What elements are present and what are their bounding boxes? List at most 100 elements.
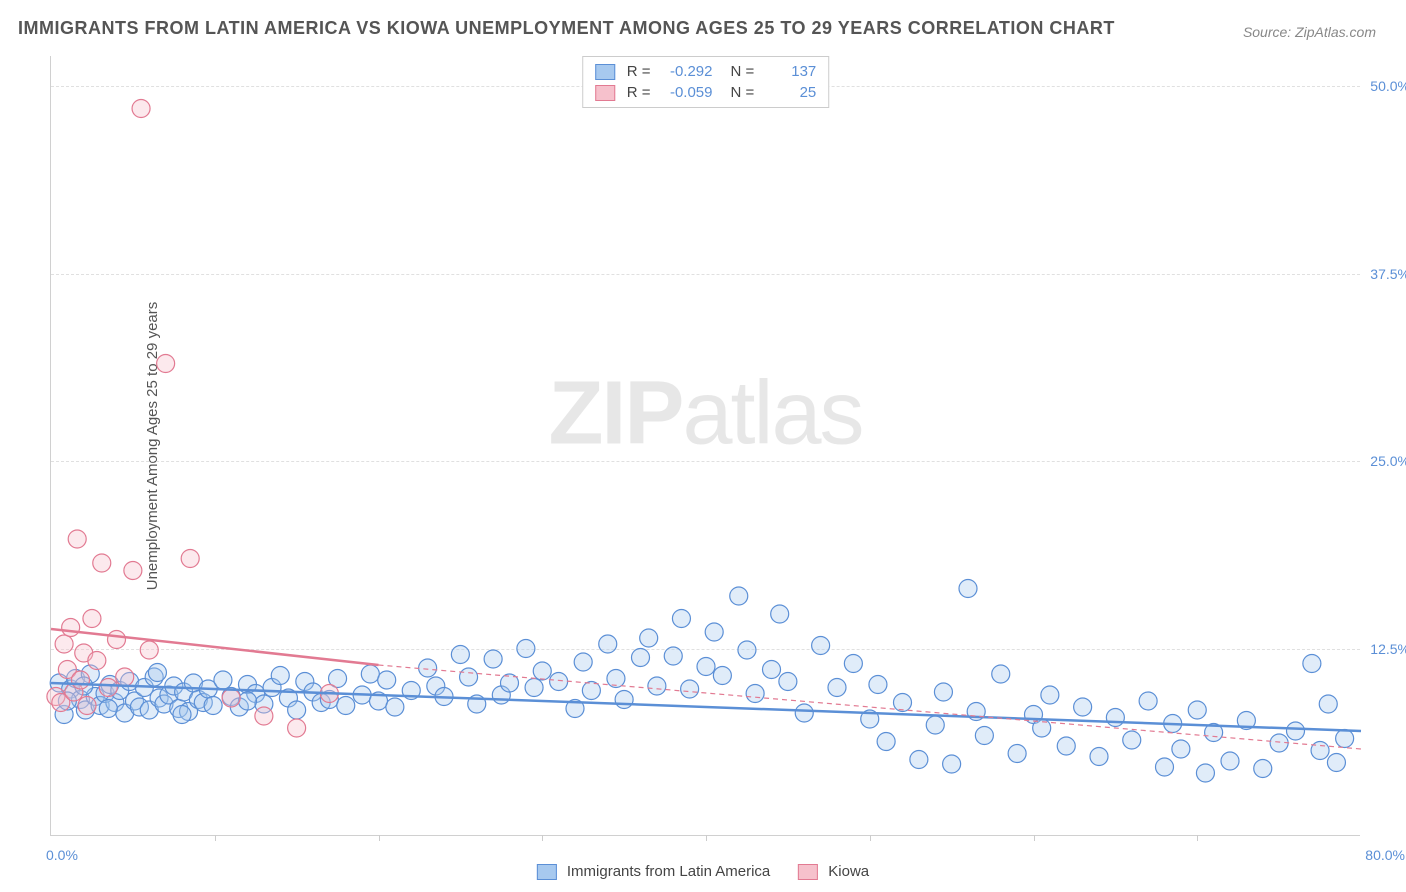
- scatter-point: [68, 530, 86, 548]
- scatter-point: [157, 355, 175, 373]
- n-value: 25: [762, 84, 816, 101]
- scatter-point: [378, 671, 396, 689]
- scatter-point: [1057, 737, 1075, 755]
- scatter-point: [681, 680, 699, 698]
- scatter-point: [648, 677, 666, 695]
- scatter-point: [779, 673, 797, 691]
- scatter-svg: [51, 56, 1360, 835]
- legend-swatch: [798, 864, 818, 880]
- scatter-point: [959, 580, 977, 598]
- scatter-point: [1123, 731, 1141, 749]
- scatter-point: [1311, 742, 1329, 760]
- correlation-legend: R = -0.292 N = 137 R = -0.059 N = 25: [582, 56, 830, 108]
- scatter-point: [460, 668, 478, 686]
- scatter-point: [738, 641, 756, 659]
- x-axis-end-label: 80.0%: [1365, 847, 1405, 863]
- scatter-point: [533, 662, 551, 680]
- legend-label: Kiowa: [828, 863, 869, 880]
- scatter-point: [1254, 760, 1272, 778]
- scatter-point: [705, 623, 723, 641]
- scatter-point: [844, 655, 862, 673]
- scatter-point: [1336, 730, 1354, 748]
- scatter-point: [1090, 748, 1108, 766]
- scatter-point: [869, 676, 887, 694]
- scatter-point: [337, 697, 355, 715]
- scatter-point: [975, 727, 993, 745]
- scatter-point: [222, 689, 240, 707]
- scatter-point: [288, 719, 306, 737]
- scatter-point: [992, 665, 1010, 683]
- scatter-point: [1041, 686, 1059, 704]
- scatter-point: [1196, 764, 1214, 782]
- scatter-point: [713, 667, 731, 685]
- scatter-point: [148, 664, 166, 682]
- y-tick-label: 12.5%: [1365, 641, 1406, 657]
- scatter-point: [99, 679, 117, 697]
- scatter-point: [1008, 745, 1026, 763]
- legend-swatch: [595, 64, 615, 80]
- scatter-point: [173, 706, 191, 724]
- r-label: R =: [627, 84, 651, 101]
- y-tick-label: 37.5%: [1365, 266, 1406, 282]
- r-value: -0.292: [659, 63, 713, 80]
- r-label: R =: [627, 63, 651, 80]
- scatter-point: [672, 610, 690, 628]
- scatter-point: [239, 692, 257, 710]
- scatter-point: [255, 707, 273, 725]
- scatter-point: [664, 647, 682, 665]
- legend-item: Kiowa: [798, 863, 869, 880]
- legend-row: R = -0.292 N = 137: [591, 61, 821, 82]
- scatter-point: [484, 650, 502, 668]
- trend-line-dashed: [379, 665, 1362, 749]
- scatter-point: [1319, 695, 1337, 713]
- scatter-point: [828, 679, 846, 697]
- legend-swatch: [537, 864, 557, 880]
- x-tick-mark: [706, 835, 707, 841]
- x-tick-mark: [215, 835, 216, 841]
- scatter-point: [419, 659, 437, 677]
- x-tick-mark: [1034, 835, 1035, 841]
- scatter-point: [116, 668, 134, 686]
- scatter-point: [271, 667, 289, 685]
- scatter-point: [1156, 758, 1174, 776]
- scatter-point: [71, 671, 89, 689]
- scatter-point: [697, 658, 715, 676]
- scatter-point: [132, 100, 150, 118]
- n-value: 137: [762, 63, 816, 80]
- scatter-point: [78, 697, 96, 715]
- scatter-point: [934, 683, 952, 701]
- scatter-point: [386, 698, 404, 716]
- n-label: N =: [731, 84, 755, 101]
- scatter-point: [763, 661, 781, 679]
- n-label: N =: [731, 63, 755, 80]
- scatter-point: [795, 704, 813, 722]
- legend-swatch: [595, 85, 615, 101]
- r-value: -0.059: [659, 84, 713, 101]
- scatter-point: [632, 649, 650, 667]
- scatter-point: [1303, 655, 1321, 673]
- scatter-point: [83, 610, 101, 628]
- scatter-point: [550, 673, 568, 691]
- scatter-point: [1106, 709, 1124, 727]
- scatter-point: [1287, 722, 1305, 740]
- scatter-point: [746, 685, 764, 703]
- scatter-point: [574, 653, 592, 671]
- scatter-point: [1221, 752, 1239, 770]
- scatter-point: [288, 701, 306, 719]
- scatter-point: [910, 751, 928, 769]
- scatter-point: [361, 665, 379, 683]
- scatter-point: [894, 694, 912, 712]
- scatter-point: [108, 631, 126, 649]
- source-attribution: Source: ZipAtlas.com: [1243, 24, 1376, 40]
- scatter-point: [525, 679, 543, 697]
- y-tick-label: 50.0%: [1365, 78, 1406, 94]
- x-tick-mark: [379, 835, 380, 841]
- x-axis-start-label: 0.0%: [46, 847, 78, 863]
- scatter-point: [181, 550, 199, 568]
- chart-title: IMMIGRANTS FROM LATIN AMERICA VS KIOWA U…: [18, 18, 1115, 39]
- scatter-point: [1074, 698, 1092, 716]
- scatter-point: [124, 562, 142, 580]
- scatter-point: [1172, 740, 1190, 758]
- scatter-point: [877, 733, 895, 751]
- scatter-point: [615, 691, 633, 709]
